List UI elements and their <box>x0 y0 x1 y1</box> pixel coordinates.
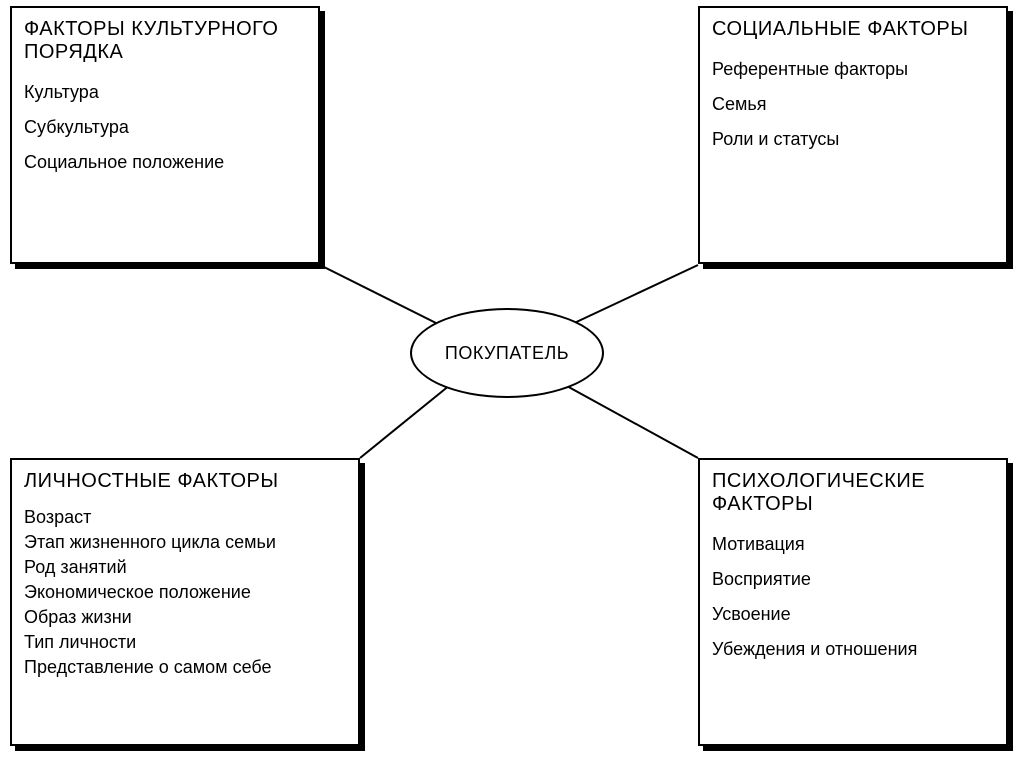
box-tl-item: Культура <box>24 82 306 103</box>
center-label: ПОКУПАТЕЛЬ <box>445 343 569 364</box>
box-psychological-factors: ПСИХОЛОГИЧЕСКИЕ ФАКТОРЫ Мотивация Воспри… <box>698 458 1008 746</box>
box-bl-item: Экономическое положение <box>24 582 346 603</box>
box-social-factors: СОЦИАЛЬНЫЕ ФАКТОРЫ Референтные факторы С… <box>698 6 1008 264</box>
edge-tr <box>570 265 698 325</box>
box-tr-item: Роли и статусы <box>712 129 994 150</box>
box-br-item: Усвоение <box>712 604 994 625</box>
box-tr-title: СОЦИАЛЬНЫЕ ФАКТОРЫ <box>712 18 994 41</box>
box-tl-title: ФАКТОРЫ КУЛЬТУРНОГО ПОРЯДКА <box>24 18 306 64</box>
box-bl-item: Возраст <box>24 507 346 528</box>
box-bl-item: Представление о самом себе <box>24 657 346 678</box>
box-tl-item: Социальное положение <box>24 152 306 173</box>
box-bl-item: Тип личности <box>24 632 346 653</box>
box-tr-item: Референтные факторы <box>712 59 994 80</box>
box-tr-item: Семья <box>712 94 994 115</box>
box-bl-title: ЛИЧНОСТНЫЕ ФАКТОРЫ <box>24 470 346 493</box>
box-cultural-factors: ФАКТОРЫ КУЛЬТУРНОГО ПОРЯДКА Культура Суб… <box>10 6 320 264</box>
box-br-item: Мотивация <box>712 534 994 555</box>
edge-br <box>565 385 698 458</box>
center-node-buyer: ПОКУПАТЕЛЬ <box>410 308 604 398</box>
box-br-item: Восприятие <box>712 569 994 590</box>
box-br-title: ПСИХОЛОГИЧЕСКИЕ ФАКТОРЫ <box>712 470 994 516</box>
edge-tl <box>320 265 440 325</box>
box-tl-item: Субкультура <box>24 117 306 138</box>
box-br-item: Убеждения и отношения <box>712 639 994 660</box>
edge-bl <box>360 385 450 458</box>
box-bl-item: Образ жизни <box>24 607 346 628</box>
box-personal-factors: ЛИЧНОСТНЫЕ ФАКТОРЫ Возраст Этап жизненно… <box>10 458 360 746</box>
box-bl-item: Этап жизненного цикла семьи <box>24 532 346 553</box>
box-bl-item: Род занятий <box>24 557 346 578</box>
